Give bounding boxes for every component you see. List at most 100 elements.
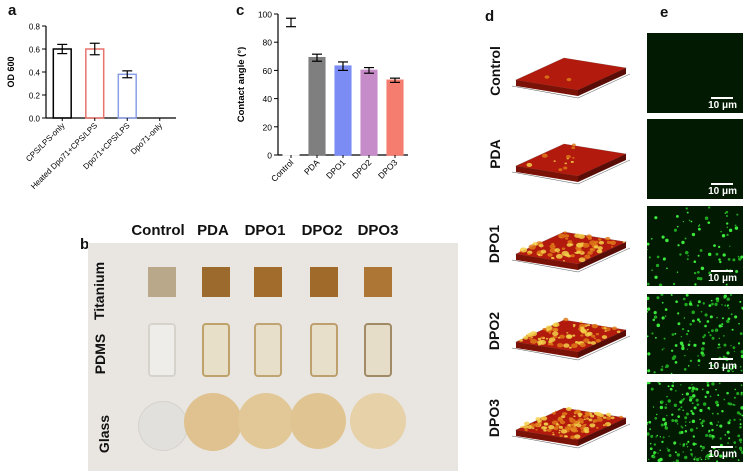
afm-feature xyxy=(535,417,541,421)
afm-feature xyxy=(584,411,590,416)
titanium-sample-control xyxy=(148,267,176,297)
afm-feature xyxy=(585,418,588,420)
fluorescent-cell xyxy=(728,228,733,233)
afm-feature xyxy=(554,410,557,413)
fluorescent-cell xyxy=(656,296,660,300)
fluorescent-cell xyxy=(719,346,721,349)
fluorescent-cell xyxy=(657,458,661,462)
glass-sample-dpo1 xyxy=(238,393,294,449)
y-tick-label: 0.0 xyxy=(29,115,41,124)
afm-feature xyxy=(598,240,605,245)
fluorescent-cell xyxy=(693,406,697,410)
afm-feature xyxy=(606,416,612,421)
fluorescent-cell xyxy=(722,355,726,359)
fluorescent-cell xyxy=(706,382,710,384)
afm-feature xyxy=(564,234,570,238)
y-tick-label: 60 xyxy=(263,66,273,76)
fluorescence-dots xyxy=(647,294,743,374)
fluorescent-cell xyxy=(708,454,712,458)
fluorescent-cell xyxy=(687,440,690,443)
afm-feature xyxy=(574,434,581,439)
afm-feature xyxy=(558,233,566,239)
fluorescent-cell xyxy=(696,304,700,307)
afm-feature xyxy=(580,328,587,333)
fluorescent-cell xyxy=(663,422,668,426)
fluorescent-cell xyxy=(689,323,692,326)
fluorescent-cell xyxy=(655,436,657,438)
fluorescent-cell xyxy=(713,244,716,248)
fluorescent-cell xyxy=(739,332,743,336)
afm-feature xyxy=(584,332,591,337)
afm-feature xyxy=(578,234,585,239)
fluorescent-cell xyxy=(727,257,731,261)
afm-feature xyxy=(596,249,603,254)
fluorescent-cell xyxy=(726,215,728,217)
afm-feature xyxy=(526,333,533,338)
fluorescent-cell xyxy=(737,255,740,258)
fluorescent-cell xyxy=(715,400,719,405)
afm-feature xyxy=(519,250,522,253)
fluorescent-cell xyxy=(689,340,691,342)
fluorescent-cell xyxy=(717,394,720,397)
afm-feature xyxy=(547,343,551,346)
fluorescent-cell xyxy=(685,421,687,423)
fluorescence-dots xyxy=(647,382,743,462)
photo-column-label: DPO3 xyxy=(357,222,399,239)
fluorescent-cell xyxy=(666,414,668,417)
fluorescent-cell xyxy=(650,237,653,240)
fluorescent-cell xyxy=(721,234,726,238)
fluorescent-cell xyxy=(719,454,723,458)
fluorescent-cell xyxy=(697,254,700,257)
fluorescent-cell xyxy=(696,318,700,322)
fluorescent-cell xyxy=(699,445,702,448)
fluorescent-cell xyxy=(693,260,697,264)
fluorescent-cell xyxy=(720,230,722,233)
scale-bar xyxy=(711,97,733,99)
afm-feature xyxy=(571,428,578,433)
fluorescent-cell xyxy=(674,361,678,364)
fluorescent-cell xyxy=(674,419,676,422)
afm-feature xyxy=(592,418,598,423)
afm-feature xyxy=(551,256,555,260)
fluorescent-cell xyxy=(733,418,736,421)
afm-feature xyxy=(590,341,596,345)
afm-image-dpo2 xyxy=(511,317,631,361)
afm-feature xyxy=(552,331,559,336)
fluorescent-cell xyxy=(647,423,649,426)
fluorescent-cell xyxy=(666,395,668,398)
fluorescent-cell xyxy=(709,421,713,425)
fluorescent-cell xyxy=(686,211,689,214)
fluorescent-cell xyxy=(688,386,692,390)
fluorescent-cell xyxy=(697,355,699,357)
fluorescent-cell xyxy=(704,216,709,220)
fluorescent-cell xyxy=(716,403,720,407)
fluorescent-cell xyxy=(691,383,693,386)
afm-feature xyxy=(564,162,568,165)
fluorescent-cell xyxy=(702,341,705,345)
titanium-sample-dpo1 xyxy=(254,267,282,297)
afm-feature xyxy=(550,342,553,345)
fluorescent-cell xyxy=(684,416,688,420)
fluorescent-cell xyxy=(725,210,729,214)
fluorescent-cell xyxy=(675,459,680,462)
fluorescent-cell xyxy=(672,461,675,462)
afm-feature xyxy=(557,336,561,339)
fluorescent-cell xyxy=(669,387,673,391)
fluorescent-cell xyxy=(692,442,696,446)
titanium-sample-dpo2 xyxy=(310,267,338,297)
titanium-sample-dpo3 xyxy=(364,267,392,297)
afm-feature xyxy=(587,341,592,344)
fluorescent-cell xyxy=(732,403,735,406)
afm-surface-side xyxy=(578,68,626,96)
fluorescent-cell xyxy=(691,319,695,323)
fluorescent-cell xyxy=(656,255,660,259)
fluorescent-cell xyxy=(738,322,740,325)
fluorescent-cell xyxy=(661,365,664,368)
photo-row-label: PDMS xyxy=(92,333,109,375)
afm-feature xyxy=(587,324,591,327)
fluorescent-cell xyxy=(660,294,664,297)
sample-photo xyxy=(88,243,458,471)
fluorescent-cell xyxy=(735,446,737,448)
fluorescent-cell xyxy=(736,391,740,396)
afm-feature xyxy=(548,332,552,334)
